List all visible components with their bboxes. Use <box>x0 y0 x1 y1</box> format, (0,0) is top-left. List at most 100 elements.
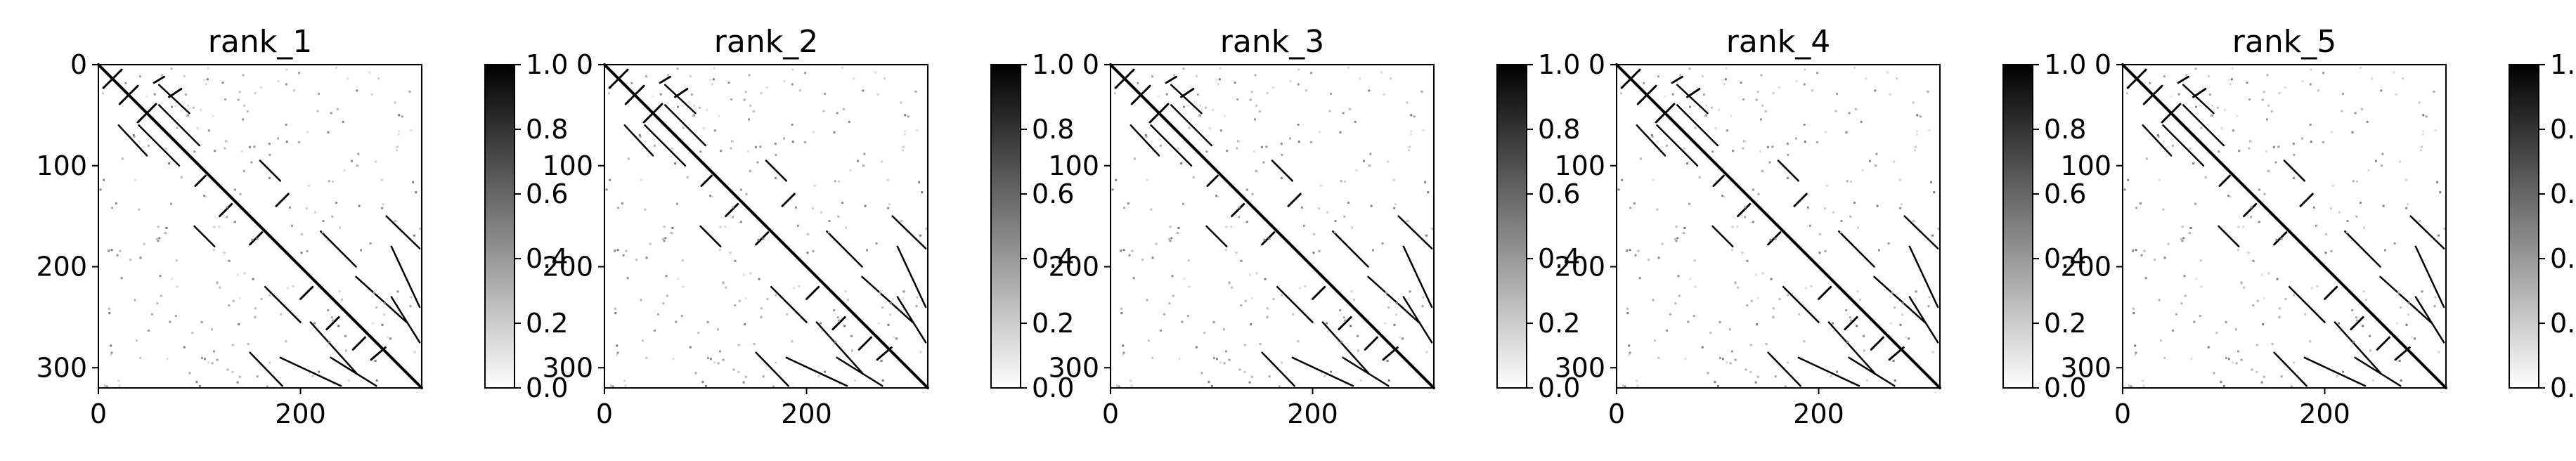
speckle-point <box>621 202 623 204</box>
speckle-point <box>1694 285 1697 288</box>
speckle-point <box>1248 273 1251 276</box>
speckle-point <box>1854 108 1857 110</box>
speckle-point <box>359 249 362 252</box>
speckle-point <box>916 296 919 299</box>
speckle-point <box>1736 225 1739 228</box>
speckle-point <box>351 160 354 162</box>
speckle-point <box>1858 299 1861 301</box>
colorbar-tick-label: 0.8 <box>1032 114 1074 145</box>
speckle-point <box>1746 259 1749 262</box>
speckle-point <box>247 343 250 346</box>
speckle-point <box>2290 385 2293 388</box>
speckle-point <box>254 92 257 95</box>
speckle-point <box>1268 375 1271 378</box>
speckle-point <box>239 193 242 195</box>
speckle-point <box>630 82 633 84</box>
contact-segment <box>659 75 671 84</box>
speckle-point <box>205 195 207 198</box>
speckle-point <box>1928 129 1931 131</box>
speckle-point <box>2355 319 2358 322</box>
speckle-point <box>1744 206 1747 209</box>
speckle-point <box>1734 283 1737 285</box>
speckle-point <box>1165 93 1168 96</box>
speckle-point <box>1266 307 1269 310</box>
speckle-point <box>837 215 840 218</box>
speckle-point <box>110 353 112 356</box>
speckle-point <box>121 157 124 160</box>
contact-segment <box>1671 75 1683 84</box>
speckle-point <box>1409 290 1411 293</box>
speckle-point <box>2163 356 2166 359</box>
speckle-point <box>103 178 105 181</box>
speckle-point <box>419 228 422 230</box>
speckle-point <box>1912 220 1915 223</box>
speckle-point <box>2159 339 2162 342</box>
speckle-point <box>1916 114 1919 117</box>
speckle-point <box>2134 353 2137 356</box>
speckle-point <box>1845 131 1848 134</box>
speckle-point <box>1158 95 1160 98</box>
speckle-point <box>2255 344 2258 346</box>
speckle-point <box>641 339 644 342</box>
speckle-point <box>2366 120 2369 123</box>
speckle-point <box>238 91 241 93</box>
speckle-point <box>1401 337 1404 340</box>
speckle-point <box>1669 313 1671 316</box>
x-tick-label: 200 <box>275 398 326 429</box>
speckle-point <box>2421 130 2424 133</box>
speckle-point <box>1225 226 1228 228</box>
speckle-point <box>1707 372 1709 375</box>
contact-segment <box>219 202 233 218</box>
contact-segment <box>194 174 207 187</box>
speckle-point <box>412 181 415 183</box>
speckle-point <box>2263 297 2265 300</box>
contact-strand <box>309 321 357 374</box>
speckle-point <box>2425 115 2428 118</box>
speckle-point <box>214 150 216 152</box>
speckle-point <box>1931 351 1934 353</box>
speckle-point <box>2284 86 2286 89</box>
speckle-point <box>187 114 190 117</box>
speckle-point <box>198 384 201 387</box>
speckle-point <box>744 375 747 378</box>
speckle-point <box>1726 129 1728 132</box>
speckle-point <box>246 110 249 113</box>
speckle-point <box>1652 299 1655 301</box>
speckle-point <box>2382 204 2385 207</box>
speckle-point <box>2369 349 2371 352</box>
speckle-point <box>328 180 330 183</box>
contact-cross <box>642 103 664 124</box>
speckle-point <box>1245 188 1248 191</box>
speckle-point <box>375 160 377 163</box>
speckle-point <box>1395 313 1398 316</box>
speckle-point <box>1350 290 1353 293</box>
speckle-point <box>1309 141 1312 143</box>
speckle-point <box>881 379 884 382</box>
speckle-point <box>822 110 825 112</box>
speckle-point <box>1803 340 1806 343</box>
speckle-point <box>108 307 110 310</box>
y-tick-label: 200 <box>1048 252 1099 283</box>
speckle-point <box>243 272 246 275</box>
speckle-point <box>374 359 377 362</box>
speckle-point <box>1407 297 1410 300</box>
speckle-point <box>863 152 866 155</box>
speckle-point <box>396 290 399 293</box>
speckle-point <box>228 304 231 307</box>
speckle-point <box>1937 228 1940 230</box>
speckle-point <box>674 162 677 165</box>
speckle-point <box>889 302 892 305</box>
speckle-point <box>1639 157 1642 160</box>
diagonal-band <box>1109 63 1435 389</box>
speckle-point <box>649 242 652 245</box>
speckle-point <box>887 207 890 209</box>
speckle-point <box>791 83 794 86</box>
speckle-point <box>186 104 189 107</box>
speckle-point <box>1756 375 1759 378</box>
speckle-point <box>1689 277 1692 280</box>
speckle-point <box>1113 92 1116 95</box>
speckle-point <box>605 188 608 191</box>
speckle-point <box>2292 176 2295 179</box>
speckle-point <box>1132 277 1135 280</box>
